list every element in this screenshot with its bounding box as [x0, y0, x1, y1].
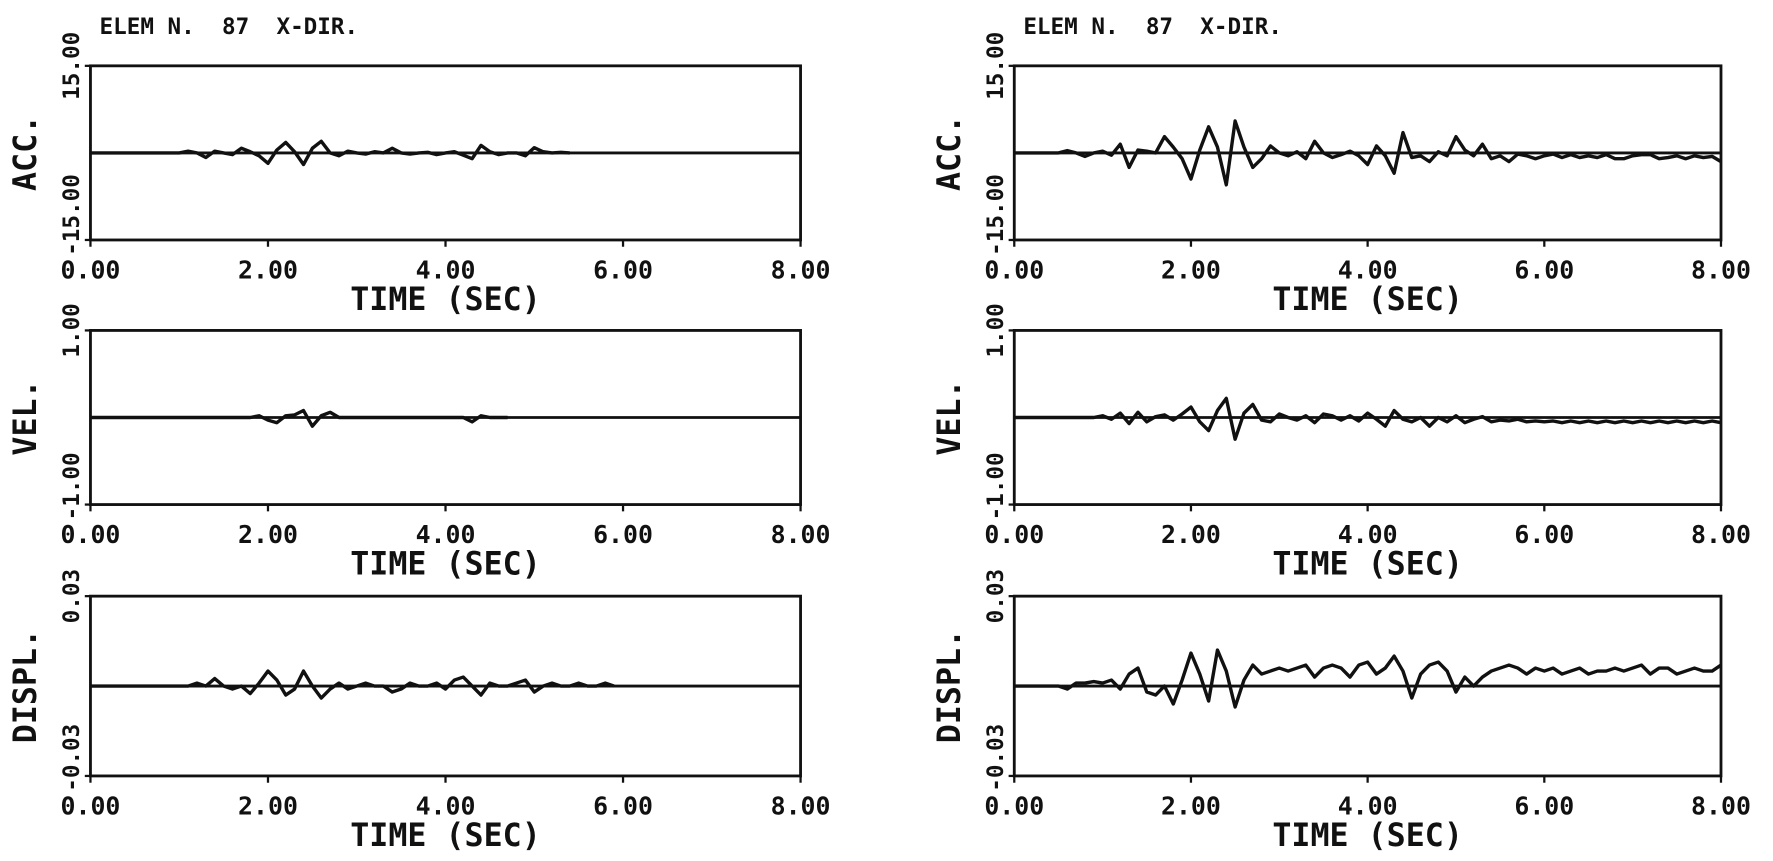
y-tick-label: 1.00	[59, 303, 85, 357]
chart-title: ELEM N. 87 X-DIR.	[1023, 14, 1282, 40]
x-tick-label: 4.00	[416, 255, 476, 284]
x-tick-label: 6.00	[1514, 791, 1574, 820]
data-line	[90, 408, 508, 428]
x-tick-label: 8.00	[1691, 791, 1751, 820]
y-tick-label: -15.00	[59, 174, 85, 256]
x-axis-label: TIME (SEC)	[1272, 282, 1463, 318]
data-line	[1014, 119, 1722, 187]
x-tick-label: 8.00	[771, 791, 831, 820]
x-tick-label: 6.00	[593, 791, 653, 820]
y-tick-label: 0.03	[983, 569, 1009, 623]
x-tick-label: 0.00	[984, 520, 1044, 549]
x-tick-label: 0.00	[984, 255, 1044, 284]
x-tick-label: 0.00	[61, 255, 121, 284]
data-line	[1014, 648, 1722, 709]
x-axis-label: TIME (SEC)	[1272, 547, 1463, 583]
y-axis-label: DISPL.	[932, 629, 968, 743]
x-tick-label: 8.00	[1691, 255, 1751, 284]
x-axis-label: TIME (SEC)	[350, 547, 541, 583]
panel: 0.00 2.00 4.00 6.00 8.00 TIME (SEC) -0.03 0.03 D…	[932, 569, 1751, 854]
x-tick-label: 2.00	[1161, 791, 1221, 820]
panel: 0.00 2.00 4.00 6.00 8.00 TIME (SEC) -1.00 1.00 V…	[932, 303, 1751, 582]
x-tick-label: 6.00	[1514, 520, 1574, 549]
x-tick-label: 8.00	[771, 255, 831, 284]
chart-title: ELEM N. 87 X-DIR.	[100, 14, 359, 40]
y-axis-label: DISPL.	[8, 629, 44, 743]
panel: ELEM N. 87 X-DIR. 0.00 2.00 4.00 6.00 8.00 TIM…	[8, 14, 830, 318]
x-tick-label: 4.00	[1338, 255, 1398, 284]
data-line	[90, 669, 615, 700]
y-tick-label: -1.00	[59, 452, 85, 520]
data-line	[1014, 396, 1722, 441]
x-tick-label: 2.00	[1161, 255, 1221, 284]
x-tick-label: 0.00	[61, 791, 121, 820]
y-tick-label: -15.00	[983, 174, 1009, 256]
x-tick-label: 4.00	[1338, 520, 1398, 549]
y-tick-label: 0.03	[59, 569, 85, 623]
x-tick-label: 4.00	[416, 520, 476, 549]
y-tick-label: -1.00	[983, 452, 1009, 520]
x-tick-label: 4.00	[1338, 791, 1398, 820]
x-tick-label: 0.00	[61, 520, 121, 549]
x-axis-label: TIME (SEC)	[350, 818, 541, 854]
y-tick-label: 15.00	[983, 32, 1009, 100]
x-tick-label: 2.00	[238, 520, 298, 549]
x-tick-label: 6.00	[593, 520, 653, 549]
x-tick-label: 6.00	[593, 255, 653, 284]
panel: 0.00 2.00 4.00 6.00 8.00 TIME (SEC) -1.00 1.00 V…	[8, 303, 830, 582]
y-tick-label: 15.00	[59, 32, 85, 100]
y-tick-label: -0.03	[983, 724, 1009, 792]
data-line	[90, 139, 570, 167]
x-tick-label: 0.00	[984, 791, 1044, 820]
x-tick-label: 2.00	[238, 255, 298, 284]
y-tick-label: 1.00	[983, 303, 1009, 357]
y-tick-label: -0.03	[59, 724, 85, 792]
x-axis-label: TIME (SEC)	[350, 282, 541, 318]
y-axis-label: VEL.	[8, 379, 44, 455]
x-axis-label: TIME (SEC)	[1272, 818, 1463, 854]
x-tick-label: 8.00	[771, 520, 831, 549]
x-tick-label: 8.00	[1691, 520, 1751, 549]
panel: 0.00 2.00 4.00 6.00 8.00 TIME (SEC) -0.03 0.03 D…	[8, 569, 830, 854]
y-axis-label: ACC.	[932, 115, 968, 191]
x-tick-label: 2.00	[1161, 520, 1221, 549]
panel: ELEM N. 87 X-DIR. 0.00 2.00 4.00 6.00 8.00 TIM…	[932, 14, 1751, 318]
x-tick-label: 2.00	[238, 791, 298, 820]
y-axis-label: ACC.	[8, 115, 44, 191]
x-tick-label: 4.00	[416, 791, 476, 820]
y-axis-label: VEL.	[932, 379, 968, 455]
x-tick-label: 6.00	[1514, 255, 1574, 284]
